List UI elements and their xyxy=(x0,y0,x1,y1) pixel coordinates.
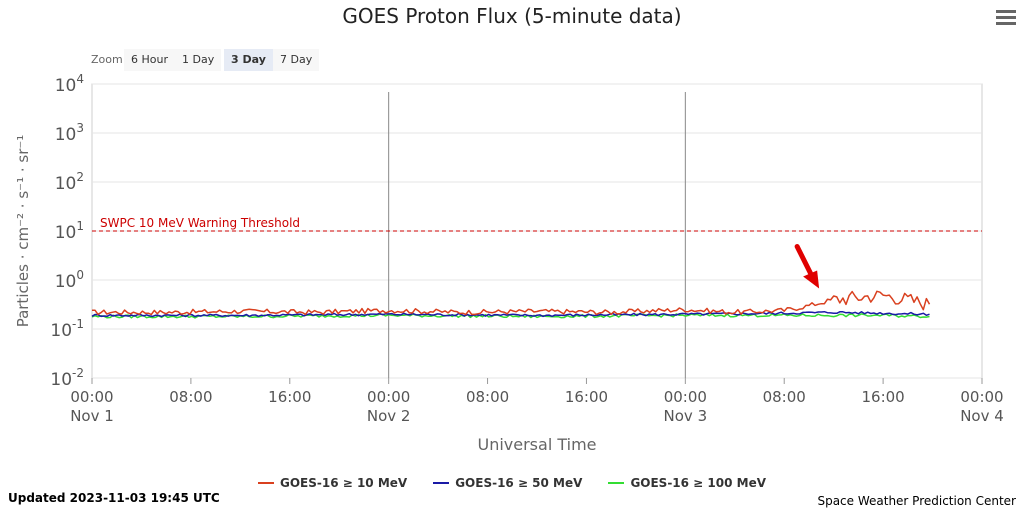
legend-label: GOES-16 ≥ 100 MeV xyxy=(630,476,767,490)
legend-label: GOES-16 ≥ 10 MeV xyxy=(279,476,408,490)
warning-threshold: SWPC 10 MeV Warning Threshold xyxy=(92,216,982,232)
x-tick-label: 00:00 xyxy=(664,388,707,406)
arrow-shaft xyxy=(794,243,816,281)
legend-swatch xyxy=(608,482,625,484)
y-tick-label: 103 xyxy=(55,121,84,145)
updated-timestamp: Updated 2023-11-03 19:45 UTC xyxy=(8,491,220,505)
arrow-head xyxy=(803,270,820,289)
series-line xyxy=(91,310,930,318)
y-tick-label: 100 xyxy=(55,268,84,292)
legend-item[interactable]: GOES-16 ≥ 50 MeV xyxy=(433,476,582,490)
legend: GOES-16 ≥ 10 MeV GOES-16 ≥ 50 MeV GOES-16 … xyxy=(0,476,1024,490)
series-lines xyxy=(91,290,931,319)
credits-link[interactable]: Space Weather Prediction Center xyxy=(817,494,1016,508)
x-tick-label: 16:00 xyxy=(861,388,904,406)
series-line xyxy=(91,290,931,316)
y-tick-label: 10-2 xyxy=(50,366,84,390)
x-tick-label: 08:00 xyxy=(466,388,509,406)
x-date-label: Nov 1 xyxy=(70,407,114,425)
x-tick-label: 16:00 xyxy=(565,388,608,406)
threshold-label: SWPC 10 MeV Warning Threshold xyxy=(100,216,300,230)
zoom-1-day-button[interactable]: 1 Day xyxy=(175,49,222,71)
day-separator-lines xyxy=(388,92,686,378)
y-axis-title: Particles · cm⁻² · s⁻¹ · sr⁻¹ xyxy=(14,135,32,328)
legend-label: GOES-16 ≥ 50 MeV xyxy=(455,476,583,490)
y-tick-label: 10-1 xyxy=(50,317,84,341)
grid-lines xyxy=(91,83,983,379)
legend-item[interactable]: GOES-16 ≥ 100 MeV xyxy=(608,476,766,490)
zoom-label: Zoom xyxy=(91,53,123,66)
annotation-arrow xyxy=(794,243,820,289)
zoom-6-hour-button[interactable]: 6 Hour xyxy=(124,49,175,71)
x-tick-label: 00:00 xyxy=(70,388,113,406)
chart-title: GOES Proton Flux (5-minute data) xyxy=(342,4,682,28)
zoom-7-day-button[interactable]: 7 Day xyxy=(273,49,320,71)
y-tick-label: 101 xyxy=(55,219,84,243)
legend-swatch xyxy=(257,482,274,484)
x-axis-title: Universal Time xyxy=(477,435,596,454)
x-tick-label: 00:00 xyxy=(367,388,410,406)
x-tick-label: 00:00 xyxy=(960,388,1003,406)
y-tick-label: 102 xyxy=(55,170,84,194)
x-date-label: Nov 4 xyxy=(960,407,1004,425)
y-tick-label: 104 xyxy=(55,72,84,96)
legend-swatch xyxy=(433,482,450,484)
legend-item[interactable]: GOES-16 ≥ 10 MeV xyxy=(257,476,408,490)
x-tick-label: 08:00 xyxy=(763,388,806,406)
x-tick-label: 16:00 xyxy=(268,388,311,406)
menu-icon[interactable] xyxy=(996,10,1016,26)
zoom-3-day-button[interactable]: 3 Day xyxy=(224,49,273,71)
x-tick-label: 08:00 xyxy=(169,388,212,406)
x-date-label: Nov 3 xyxy=(664,407,708,425)
x-date-label: Nov 2 xyxy=(367,407,411,425)
